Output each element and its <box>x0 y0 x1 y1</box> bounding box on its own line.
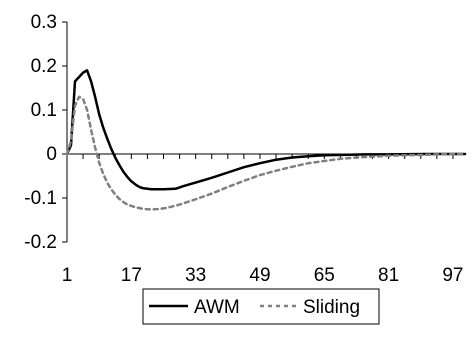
y-tick-label: -0.1 <box>24 188 57 209</box>
x-tick-label: 33 <box>185 265 206 286</box>
legend-label-sliding: Sliding <box>303 297 360 318</box>
y-tick-label: 0.1 <box>31 100 57 121</box>
x-tick-label: 81 <box>378 265 399 286</box>
x-tick-label: 17 <box>121 265 142 286</box>
legend: AWM Sliding <box>142 288 380 325</box>
series-line-sliding <box>65 95 467 211</box>
series-layer <box>65 69 467 211</box>
y-tick-label: 0.2 <box>31 56 57 77</box>
x-tick-label: 65 <box>314 265 335 286</box>
x-tick-label: 1 <box>62 265 73 286</box>
series-line-awm <box>65 69 467 191</box>
y-tick-label: 0 <box>46 144 57 165</box>
y-tick-label: -0.2 <box>24 232 57 253</box>
x-tick-label: 49 <box>249 265 270 286</box>
y-ticks: -0.2 -0.1 0 0.1 0.2 0.3 <box>24 12 67 253</box>
y-tick-label: 0.3 <box>31 12 57 33</box>
x-tick-label: 97 <box>442 265 463 286</box>
legend-label-awm: AWM <box>194 297 240 318</box>
